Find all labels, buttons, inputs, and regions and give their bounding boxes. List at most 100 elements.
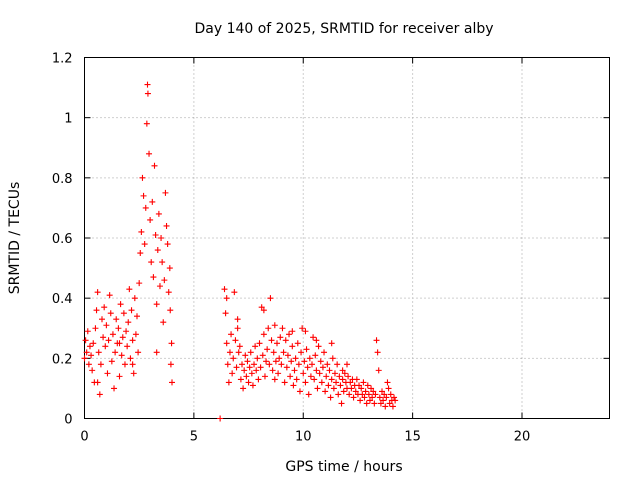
data-point (252, 343, 259, 350)
data-point (272, 358, 279, 365)
data-point (280, 349, 287, 356)
data-point (264, 346, 271, 353)
data-point (101, 304, 108, 311)
data-point (160, 319, 167, 326)
data-point (381, 391, 388, 398)
data-point (129, 337, 136, 344)
data-point (254, 355, 261, 362)
data-point (265, 325, 272, 332)
data-point (163, 222, 170, 229)
data-point (305, 391, 312, 398)
data-point (361, 394, 368, 401)
data-point (321, 349, 328, 356)
data-point (313, 337, 320, 344)
data-point (90, 340, 97, 347)
data-point (94, 289, 101, 296)
data-point (165, 289, 172, 296)
data-point (328, 376, 335, 383)
y-tick-label: 0.8 (52, 172, 73, 187)
data-point (222, 310, 229, 317)
data-point (92, 325, 99, 332)
data-point (364, 382, 371, 389)
data-point (97, 361, 104, 368)
data-point (239, 361, 245, 368)
data-point (284, 352, 291, 359)
data-point (326, 367, 333, 374)
data-point (369, 394, 376, 401)
data-point (129, 361, 136, 368)
data-point (376, 394, 383, 401)
data-point (346, 391, 353, 398)
y-tick-label: 1 (64, 112, 72, 127)
data-point (95, 349, 102, 356)
data-point (257, 364, 264, 371)
data-point (148, 259, 155, 266)
data-point (366, 397, 373, 404)
data-point (108, 358, 115, 365)
data-point (353, 376, 360, 383)
data-point (153, 301, 160, 308)
y-tick-label: 0.6 (52, 232, 73, 247)
data-point (301, 358, 308, 365)
data-point (88, 352, 95, 359)
data-point (260, 331, 267, 338)
data-point (132, 331, 139, 338)
data-point (296, 388, 303, 395)
data-point (138, 228, 145, 235)
data-point (362, 388, 369, 395)
data-point (339, 367, 346, 374)
grid-lines (84, 57, 610, 419)
data-point (153, 349, 160, 356)
data-point (156, 283, 163, 290)
data-point (307, 373, 314, 380)
data-point (166, 265, 173, 272)
data-point (123, 328, 130, 335)
data-point (242, 352, 249, 359)
data-point (112, 349, 119, 356)
data-point (317, 358, 324, 365)
data-point (387, 391, 394, 398)
data-point (234, 325, 241, 332)
data-point (391, 394, 398, 401)
x-tick-label: 20 (514, 430, 531, 445)
data-point (323, 373, 330, 380)
data-point (103, 322, 110, 329)
data-point (347, 379, 354, 386)
data-point (256, 340, 263, 347)
data-point (330, 385, 337, 392)
data-point (99, 316, 105, 323)
data-point (104, 370, 111, 377)
data-point (360, 379, 367, 386)
data-point (289, 328, 296, 335)
data-point (111, 385, 118, 392)
data-point (359, 391, 366, 398)
data-point (298, 349, 305, 356)
data-point (159, 259, 166, 266)
data-point (107, 310, 114, 317)
data-point (249, 382, 256, 389)
data-point (345, 373, 352, 380)
data-point (230, 355, 237, 362)
data-point (151, 162, 158, 169)
data-point (168, 340, 175, 347)
data-point (231, 289, 238, 296)
plot-frame (84, 57, 610, 419)
data-point (333, 379, 340, 386)
data-point (126, 286, 133, 293)
data-point (240, 385, 247, 392)
data-point (335, 391, 342, 398)
data-point (96, 391, 103, 398)
data-point (340, 388, 347, 395)
data-point (313, 367, 320, 374)
data-point (274, 340, 280, 347)
x-tick-label: 15 (404, 430, 421, 445)
data-point (328, 340, 335, 347)
data-point (386, 400, 393, 407)
data-point (287, 373, 294, 380)
data-point (217, 415, 224, 422)
data-point (352, 388, 359, 395)
data-point (283, 364, 290, 371)
data-point (365, 391, 372, 398)
data-point (311, 376, 318, 383)
